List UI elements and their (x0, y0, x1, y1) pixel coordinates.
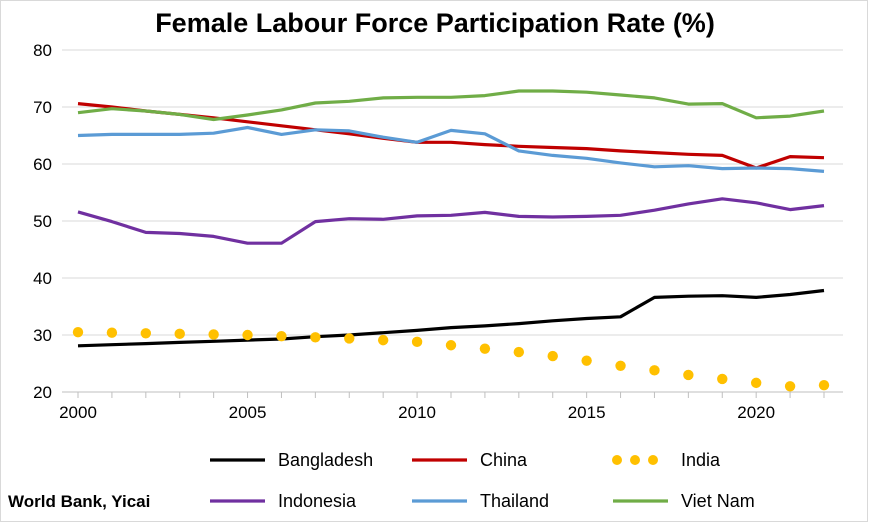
x-tick-label-2005: 2005 (229, 403, 267, 422)
data-point-india-2008 (344, 333, 355, 344)
y-tick-label-70: 70 (33, 98, 52, 117)
legend-marker-india-1 (630, 455, 640, 465)
chart-title: Female Labour Force Participation Rate (… (155, 8, 715, 38)
legend: Bangladesh China India Indonesia Thailand Vie… (210, 450, 755, 511)
data-point-india-2005 (242, 329, 253, 341)
data-point-india-2010 (411, 336, 423, 348)
legend-label-viet-nam: Viet Nam (681, 491, 755, 511)
series-group (72, 89, 830, 392)
data-point-india-2019 (717, 373, 728, 385)
data-point-india-2000 (72, 326, 84, 338)
series-line-indonesia (77, 197, 825, 245)
series-line-china (77, 102, 825, 170)
x-tick-label-2010: 2010 (398, 403, 436, 422)
legend-label-bangladesh: Bangladesh (278, 450, 373, 470)
legend-label-india: India (681, 450, 721, 470)
source-note: World Bank, Yicai (8, 492, 151, 511)
y-tick-label-80: 80 (33, 41, 52, 60)
data-point-india-2014 (547, 350, 558, 362)
y-tick-label-60: 60 (33, 155, 52, 174)
data-point-india-2016 (615, 360, 626, 371)
data-point-india-2009 (377, 334, 389, 346)
x-tick-label-2015: 2015 (568, 403, 606, 422)
legend-marker-india-2 (648, 455, 658, 465)
data-point-india-2004 (208, 329, 219, 340)
data-point-india-2018 (683, 369, 694, 381)
data-point-india-2001 (106, 327, 118, 338)
x-tick-label-2000: 2000 (59, 403, 97, 422)
data-point-india-2022 (818, 379, 830, 391)
data-point-india-2021 (784, 381, 796, 392)
series-line-viet-nam (77, 89, 825, 122)
data-point-india-2012 (479, 343, 491, 354)
y-tick-label-30: 30 (33, 326, 52, 345)
legend-marker-india-0 (612, 455, 622, 465)
data-point-india-2006 (276, 330, 287, 342)
data-point-india-2011 (445, 340, 457, 351)
data-point-india-2017 (649, 365, 660, 376)
data-point-india-2015 (581, 355, 592, 366)
y-tick-label-50: 50 (33, 212, 52, 231)
legend-label-indonesia: Indonesia (278, 491, 357, 511)
legend-label-thailand: Thailand (480, 491, 549, 511)
axes: 20 30 40 50 60 70 80 2000 2005 2010 2015 2020 (33, 41, 843, 422)
x-tick-label-2020: 2020 (737, 403, 775, 422)
legend-label-china: China (480, 450, 528, 470)
y-tick-label-40: 40 (33, 269, 52, 288)
data-point-india-2020 (750, 377, 762, 389)
data-point-india-2007 (310, 332, 321, 343)
data-point-india-2013 (513, 346, 525, 358)
data-point-india-2003 (174, 328, 185, 340)
series-line-thailand (77, 125, 825, 173)
data-point-india-2002 (140, 328, 152, 339)
series-line-bangladesh (77, 288, 825, 348)
gridlines (62, 49, 843, 336)
y-tick-label-20: 20 (33, 383, 52, 402)
